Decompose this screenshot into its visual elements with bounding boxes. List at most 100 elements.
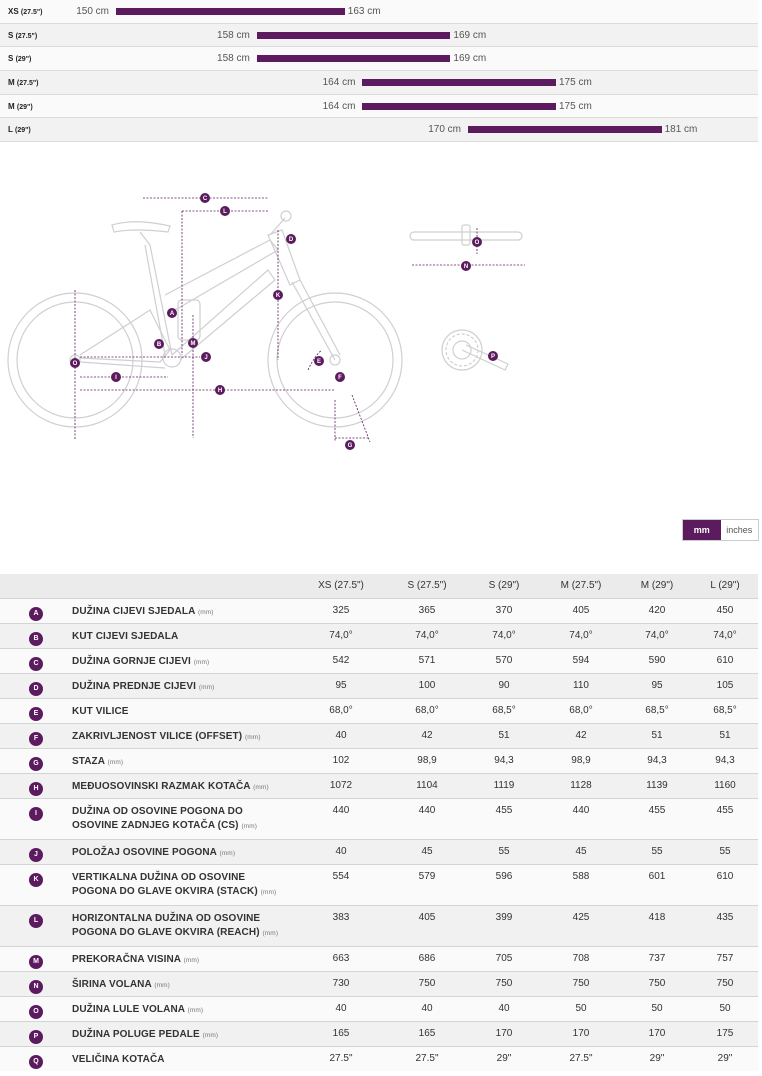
measurement-name: DUŽINA POLUGE PEDALE xyxy=(72,1028,200,1040)
measurement-value: 95 xyxy=(622,672,692,698)
table-row: P DUŽINA POLUGE PEDALE (mm) 165 165 170 170 17… xyxy=(0,1020,758,1046)
bike-frame-drawing xyxy=(7,210,403,428)
size-name: XS xyxy=(8,7,19,16)
measurement-value: 27.5" xyxy=(386,1045,468,1071)
max-height: 175 cm xyxy=(559,77,592,89)
measurement-value: 750 xyxy=(468,970,540,996)
measurement-value: 440 xyxy=(296,797,386,839)
measurement-value: 570 xyxy=(468,647,540,673)
measurement-value: 365 xyxy=(386,597,468,623)
column-header: M (27.5") xyxy=(540,574,622,598)
measurement-name-cell: DUŽINA POLUGE PEDALE (mm) xyxy=(72,1020,296,1046)
measurement-value: 45 xyxy=(540,838,622,864)
measurement-name: DUŽINA LULE VOLANA xyxy=(72,1003,185,1015)
measurement-name-cell: VELIČINA KOTAČA xyxy=(72,1045,296,1071)
measurement-value: 686 xyxy=(386,945,468,971)
measurement-value: 1119 xyxy=(468,772,540,798)
size-label: S (29") xyxy=(8,54,31,63)
measurement-value: 102 xyxy=(296,747,386,773)
measurement-value: 74,0° xyxy=(386,622,468,648)
measurement-name: ZAKRIVLJENOST VILICE (OFFSET) xyxy=(72,730,243,742)
size-row: M (27.5") 164 cm 175 cm xyxy=(0,71,758,95)
measurement-value: 95 xyxy=(296,672,386,698)
geometry-table-header: XS (27.5") S (27.5") S (29") M (27.5") M… xyxy=(0,574,758,598)
measurement-name-cell: KUT CIJEVI SJEDALA xyxy=(72,622,296,648)
measurement-name: VERTIKALNA DUŽINA OD OSOVINE POGONA DO G… xyxy=(72,871,258,897)
measurement-letter-badge: E xyxy=(29,706,43,721)
size-name: L xyxy=(8,125,13,135)
measurement-name-cell: PREKORAČNA VISINA (mm) xyxy=(72,945,296,971)
measurement-unit: (mm) xyxy=(241,822,258,830)
svg-text:M: M xyxy=(191,341,196,347)
svg-text:K: K xyxy=(276,293,281,299)
svg-text:J: J xyxy=(204,355,207,361)
handlebar-drawing xyxy=(409,224,523,246)
size-wheel: (29") xyxy=(15,56,32,64)
size-label: M (27.5") xyxy=(8,78,39,87)
label-j-marker: J xyxy=(201,352,211,362)
svg-text:O: O xyxy=(475,240,480,246)
measurement-name: POLOŽAJ OSOVINE POGONA xyxy=(72,846,217,858)
measurement-value: 663 xyxy=(296,945,386,971)
measurement-name: DUŽINA OD OSOVINE POGONA DO OSOVINE ZADN… xyxy=(72,805,243,831)
measurement-value: 750 xyxy=(386,970,468,996)
measurement-value: 705 xyxy=(468,945,540,971)
unit-inches-button[interactable]: inches xyxy=(726,525,753,535)
measurement-value: 42 xyxy=(540,722,622,748)
label-l-marker: L xyxy=(220,206,230,216)
measurement-value: 588 xyxy=(540,863,622,905)
measurement-unit: (mm) xyxy=(202,1031,219,1039)
measurement-value: 435 xyxy=(692,904,758,946)
label-n-marker: N xyxy=(461,261,471,271)
measurement-name-cell: ŠIRINA VOLANA (mm) xyxy=(72,970,296,996)
size-wheel: (27.5") xyxy=(20,9,43,16)
measurement-value: 42 xyxy=(386,722,468,748)
label-g-marker: G xyxy=(345,440,355,450)
measurement-value: 601 xyxy=(622,863,692,905)
table-row: A DUŽINA CIJEVI SJEDALA (mm) 325 365 370 405 4… xyxy=(0,597,758,623)
measurement-letter-badge: L xyxy=(29,913,43,928)
measurement-value: 74,0° xyxy=(622,622,692,648)
height-range-bar xyxy=(468,126,662,134)
measurement-value: 68,5° xyxy=(692,697,758,723)
label-a-marker: A xyxy=(167,308,177,318)
svg-text:E: E xyxy=(317,359,321,365)
measurement-value: 98,9 xyxy=(540,747,622,773)
measurement-badges: C L D K A B M O J E I F H G O N P xyxy=(70,193,498,450)
measurement-value: 750 xyxy=(622,970,692,996)
measurement-name-cell: ZAKRIVLJENOST VILICE (OFFSET) (mm) xyxy=(72,722,296,748)
measurement-letter-badge: N xyxy=(29,979,43,994)
measurement-name-cell: DUŽINA PREDNJE CIJEVI (mm) xyxy=(72,672,296,698)
measurement-value: 418 xyxy=(622,904,692,946)
chainring-drawing xyxy=(441,329,509,371)
svg-text:L: L xyxy=(223,209,227,215)
size-row: L (29") 170 cm 181 cm xyxy=(0,118,758,143)
max-height: 163 cm xyxy=(347,6,381,17)
measurement-value: 74,0° xyxy=(540,622,622,648)
unit-mm-button[interactable]: mm xyxy=(683,520,721,540)
geometry-table: XS (27.5") S (27.5") S (29") M (27.5") M… xyxy=(0,574,758,1071)
size-label: XS (27.5") xyxy=(8,7,43,16)
svg-text:G: G xyxy=(348,443,353,449)
measurement-value: 29" xyxy=(692,1045,758,1071)
measurement-name: KUT CIJEVI SJEDALA xyxy=(72,630,179,642)
measurement-value: 90 xyxy=(468,672,540,698)
measurement-value: 51 xyxy=(468,722,540,748)
measurement-letter-badge: G xyxy=(29,756,43,771)
measurement-value: 40 xyxy=(386,995,468,1021)
label-o-stem-marker: O xyxy=(472,237,482,247)
measurement-value: 370 xyxy=(468,597,540,623)
measurement-value: 610 xyxy=(692,863,758,905)
size-name: S xyxy=(8,30,14,40)
label-d-marker: D xyxy=(286,234,296,244)
measurement-value: 405 xyxy=(386,904,468,946)
max-height: 175 cm xyxy=(559,100,592,112)
measurement-value: 27.5" xyxy=(540,1045,622,1071)
table-row: L HORIZONTALNA DUŽINA OD OSOVINE POGONA D… xyxy=(0,904,758,946)
measurement-value: 74,0° xyxy=(296,622,386,648)
measurement-unit: (mm) xyxy=(219,849,236,857)
column-header: S (27.5") xyxy=(386,574,468,598)
measurement-letter-badge: P xyxy=(29,1029,43,1044)
measurement-value: 170 xyxy=(622,1020,692,1046)
measurement-value: 94,3 xyxy=(622,747,692,773)
